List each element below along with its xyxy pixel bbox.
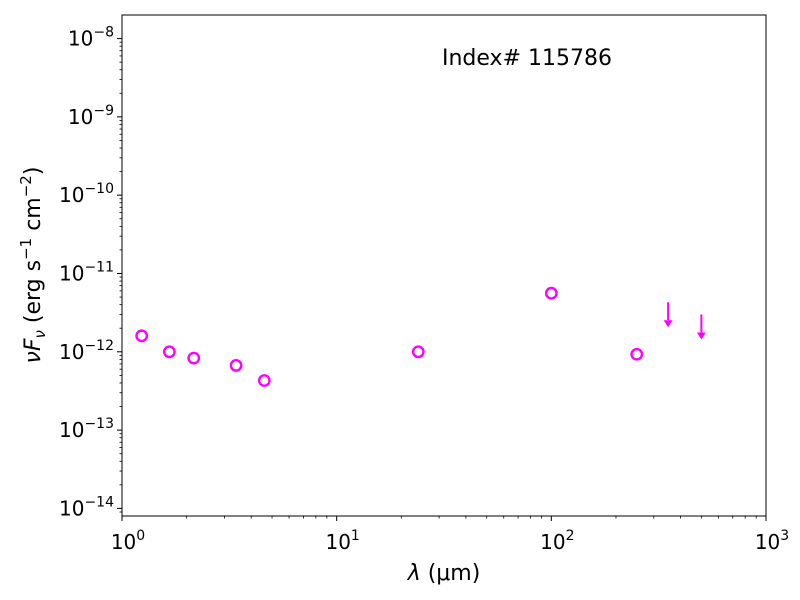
x-axis-label: λ (μm) [407,561,481,586]
photometry-point [257,374,271,387]
data-markers [135,286,706,387]
photometry-point [630,347,644,361]
y-axis-ticks: 10−14 10−13 10−12 10−11 10−10 10−9 10−8 [59,25,122,520]
y-tick-label: 10−11 [59,259,114,285]
x-axis-ticks: 100 101 102 103 [111,516,789,554]
upper-limit-head [696,332,706,340]
photometry-point [229,359,243,372]
photometry-point [135,329,149,343]
annotation-label: Index# 115786 [442,46,612,71]
y-tick-label: 10−10 [59,181,114,207]
plot-frame [121,14,767,517]
x-tick-label: 103 [755,528,789,554]
y-tick-label: 10−12 [59,338,114,364]
upper-limit-arrow [663,302,673,328]
y-tick-label: 10−14 [59,494,114,520]
photometry-point [544,286,558,300]
upper-limit-head [663,320,673,328]
photometry-point [187,351,201,365]
photometry-point [411,345,425,359]
y-tick-label: 10−8 [68,25,114,51]
y-tick-label: 10−9 [68,103,114,129]
x-tick-label: 102 [540,528,574,554]
y-tick-label: 10−13 [59,416,114,442]
upper-limit-arrow [696,314,706,340]
y-axis-label: νFν (erg s−1 cm−2) [17,167,49,364]
x-tick-label: 101 [325,528,359,554]
photometry-point [162,345,176,359]
x-tick-label: 100 [111,528,145,554]
